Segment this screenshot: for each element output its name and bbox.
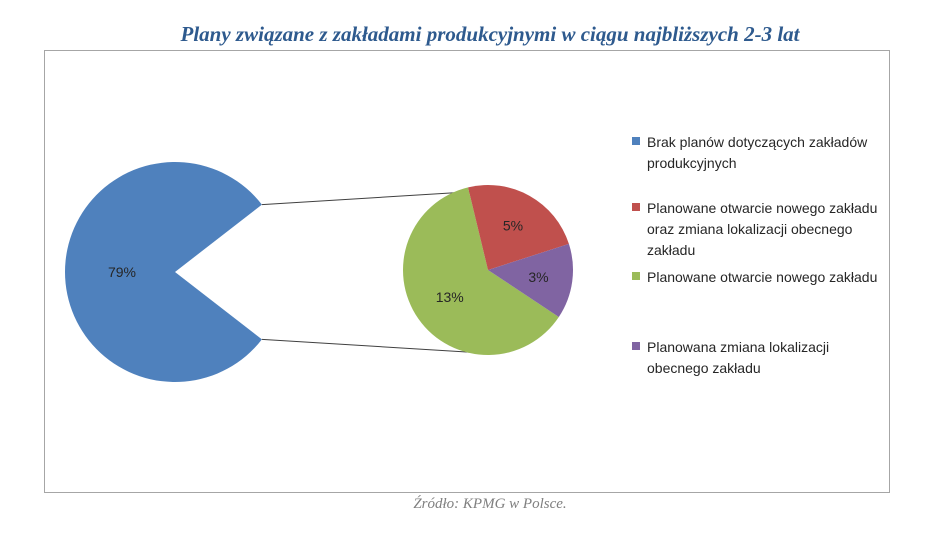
legend-label: Planowana zmiana lokalizacji obecnego za… [647, 339, 830, 376]
pie-slice [64, 162, 262, 383]
connector-line [261, 190, 484, 206]
source-note: Źródło: KPMG w Polsce. [413, 496, 567, 512]
data-label: 5% [503, 218, 523, 234]
data-labels: 79% 13% 5% 3% [108, 218, 549, 305]
data-label: 3% [528, 269, 548, 285]
data-label: 13% [436, 289, 464, 305]
pie-slice [468, 184, 569, 270]
legend-label: Brak planów dotyczących zakładów produkc… [647, 134, 868, 171]
legend-swatch [632, 137, 640, 145]
pie-slice [403, 187, 559, 355]
legend-swatch [632, 272, 640, 280]
legend-label: Planowane otwarcie nowego zakładu [647, 269, 878, 285]
main-pie [64, 162, 262, 383]
legend-label: Planowane otwarcie nowego zakładu oraz z… [647, 200, 878, 258]
legend-swatch [632, 203, 640, 211]
chart-title: Plany związane z zakładami produkcyjnymi… [180, 22, 800, 46]
connector-lines [261, 190, 484, 354]
secondary-pie [403, 184, 574, 355]
data-label: 79% [108, 264, 136, 280]
connector-line [261, 338, 484, 354]
pie-slice [488, 243, 574, 318]
legend-swatch [632, 342, 640, 350]
